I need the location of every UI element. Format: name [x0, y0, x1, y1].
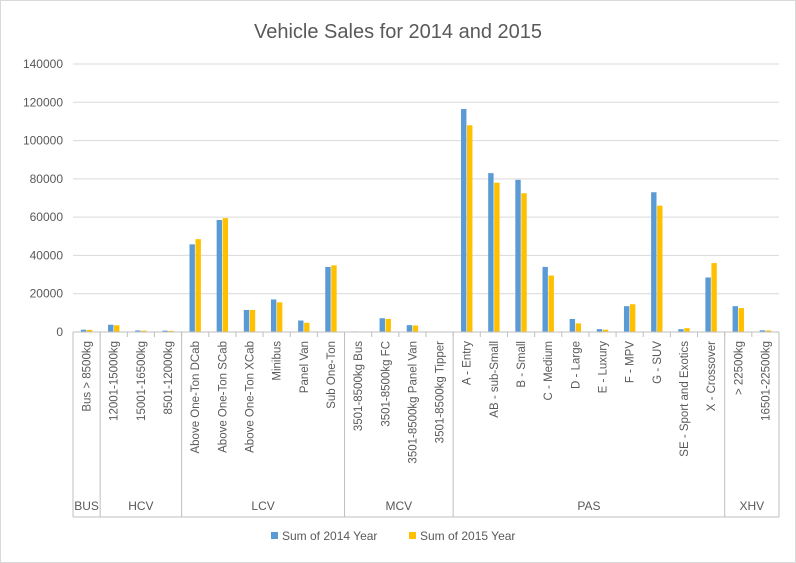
x-tick-label: Above One-Ton SCab [217, 341, 229, 453]
x-tick-label: D - Large [570, 341, 582, 389]
bar [162, 330, 168, 332]
y-tick-label: 120000 [23, 95, 63, 109]
y-tick-label: 60000 [30, 210, 64, 224]
bar [243, 309, 250, 332]
bar [711, 263, 717, 332]
bar [276, 302, 283, 332]
x-tick-label: 16501-22500kg [760, 341, 772, 421]
x-tick-label: E - Luxury [598, 341, 610, 394]
bar [216, 220, 223, 332]
x-tick-label: > 22500kg [733, 341, 745, 395]
bar [461, 108, 467, 332]
bar [325, 266, 331, 332]
bar [678, 329, 684, 332]
y-tick-label: 100000 [23, 134, 63, 148]
bar [488, 173, 494, 332]
x-tick-label: 15001-16500kg [136, 341, 148, 421]
x-tick-label: Minibus [272, 341, 284, 381]
group-label: BUS [74, 499, 99, 513]
x-tick-label: Sub One-Ton [326, 341, 338, 409]
bar [80, 329, 87, 332]
bar [379, 318, 385, 332]
x-tick-label: AB - sub-Small [489, 341, 501, 418]
x-tick-label: B - Small [516, 341, 528, 388]
x-tick-label: 3501-8500kg Panel Van [407, 341, 419, 464]
bar [684, 328, 690, 332]
bar [222, 218, 229, 332]
group-label: HCV [128, 499, 153, 513]
x-tick-label: G - SUV [652, 341, 664, 384]
group-label: LCV [251, 499, 274, 513]
group-label: XHV [740, 499, 765, 513]
bar [623, 306, 630, 332]
bar [515, 179, 521, 332]
bar [575, 323, 582, 332]
x-tick-label: 3501-8500kg Tipper [435, 341, 447, 443]
bar [108, 324, 114, 332]
x-tick-label: Above One-Ton DCab [190, 341, 202, 454]
bar [195, 239, 201, 332]
bar [548, 275, 554, 332]
y-tick-label: 140000 [23, 57, 63, 71]
x-tick-label: Panel Van [299, 341, 311, 393]
x-tick-label: A - Entry [462, 341, 474, 385]
bar [651, 192, 657, 332]
bar [657, 205, 663, 332]
x-tick-label: F - MPV [625, 341, 637, 383]
y-tick-label: 20000 [30, 287, 64, 301]
x-tick-label: 3501-8500kg FC [380, 341, 392, 427]
x-tick-label: 12001-15000kg [109, 341, 121, 421]
x-tick-label: 8501-12000kg [163, 341, 175, 415]
x-tick-label: Above One-Ton XCab [245, 341, 257, 453]
x-tick-label: C - Medium [543, 341, 555, 400]
bar [114, 325, 120, 332]
legend-label: Sum of 2015 Year [420, 529, 515, 543]
y-tick-label: 40000 [30, 248, 64, 262]
legend-swatch [409, 532, 416, 539]
group-label: PAS [577, 499, 600, 513]
x-tick-label: 3501-8500kg Bus [353, 341, 365, 431]
bar [304, 322, 310, 332]
bar [141, 330, 147, 332]
bar [385, 318, 391, 332]
bar [331, 265, 337, 332]
group-label: MCV [386, 499, 413, 513]
bar [412, 325, 419, 332]
bar [168, 330, 174, 332]
bar [86, 329, 93, 332]
legend-label: Sum of 2014 Year [282, 529, 377, 543]
bar [494, 182, 500, 332]
y-tick-label: 0 [56, 325, 63, 339]
bar [759, 330, 766, 332]
bar [596, 329, 603, 332]
x-tick-label: X - Crossover [706, 341, 718, 411]
x-tick-label: SE - Sport and Exotics [679, 341, 691, 457]
bar [406, 325, 413, 332]
bar [270, 299, 277, 332]
bar [298, 320, 304, 332]
chart-title: Vehicle Sales for 2014 and 2015 [254, 21, 542, 43]
bar [738, 308, 744, 332]
bar [732, 306, 738, 332]
bar [521, 193, 527, 332]
bar [569, 318, 576, 332]
bar [467, 125, 473, 332]
bar [135, 330, 141, 332]
bar [629, 304, 636, 332]
bar [705, 277, 711, 332]
legend-swatch [271, 532, 278, 539]
x-tick-label: Bus > 8500kg [82, 341, 94, 412]
bar [542, 266, 548, 332]
bar [249, 309, 256, 332]
bar [765, 330, 772, 332]
bar [189, 244, 195, 332]
y-tick-label: 80000 [30, 172, 64, 186]
bar [602, 329, 609, 332]
